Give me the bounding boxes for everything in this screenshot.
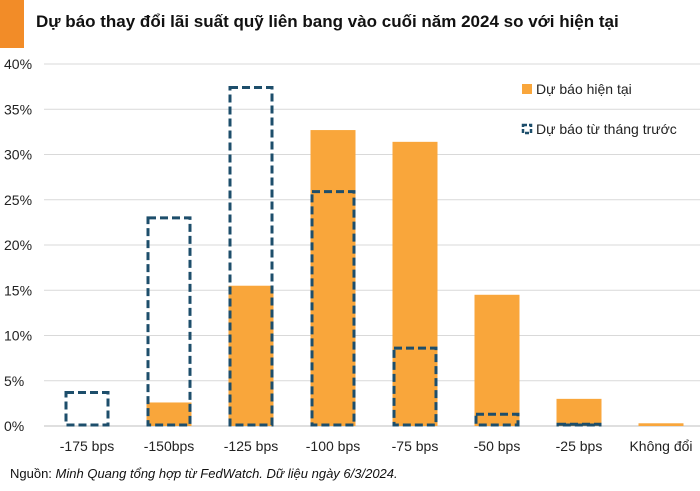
y-tick-label: 5% (4, 373, 24, 389)
legend-label-previous: Dự báo từ tháng trước (536, 121, 677, 137)
x-tick-label: -125 bps (224, 438, 278, 454)
bar-previous-forecast (146, 216, 192, 427)
bar-previous-forecast (310, 190, 356, 427)
y-tick-label: 35% (4, 101, 32, 117)
bar-previous-forecast (556, 422, 602, 427)
x-tick-label: Không đổi (629, 438, 692, 454)
x-tick-label: -50 bps (474, 438, 521, 454)
chart-title: Dự báo thay đổi lãi suất quỹ liên bang v… (36, 12, 619, 31)
bar-chart: 0% 5% 10% 15% 20% 25% 30% 35% 40% -175 bps -150bp… (4, 56, 700, 454)
legend-swatch-previous (521, 123, 533, 135)
y-tick-labels: 0% 5% 10% 15% 20% 25% 30% 35% 40% (4, 56, 32, 434)
x-tick-label: -100 bps (306, 438, 360, 454)
x-tick-label: -25 bps (556, 438, 603, 454)
source-note: Nguồn: Minh Quang tổng hợp từ FedWatch. … (10, 466, 398, 481)
bar-current-forecast (392, 141, 438, 426)
y-tick-label: 30% (4, 147, 32, 163)
x-tick-labels: -175 bps -150bps -125 bps -100 bps -75 bps -5… (60, 438, 693, 454)
y-tick-label: 0% (4, 418, 24, 434)
current-forecast-bars (146, 130, 684, 426)
source-label: Nguồn: (10, 466, 56, 481)
legend-swatch-current (522, 84, 532, 94)
x-tick-label: -75 bps (392, 438, 439, 454)
bar-current-forecast (146, 402, 192, 426)
source-text: Minh Quang tổng hợp từ FedWatch. Dữ liệu… (55, 466, 398, 481)
bar-previous-forecast (474, 412, 520, 427)
bar-previous-forecast (64, 391, 110, 427)
bar-current-forecast (556, 398, 602, 426)
legend-label-current: Dự báo hiện tại (536, 81, 632, 97)
legend: Dự báo hiện tại Dự báo từ tháng trước (521, 81, 677, 137)
bar-current-forecast (310, 130, 356, 426)
y-tick-label: 40% (4, 56, 32, 72)
grid-lines (44, 63, 700, 427)
x-tick-label: -150bps (144, 438, 195, 454)
title-accent-bar (0, 0, 24, 48)
y-tick-label: 20% (4, 237, 32, 253)
y-tick-label: 25% (4, 192, 32, 208)
y-tick-label: 15% (4, 282, 32, 298)
y-tick-label: 10% (4, 328, 32, 344)
bar-previous-forecast (392, 346, 438, 427)
bar-previous-forecast (228, 86, 274, 427)
bar-current-forecast (638, 423, 684, 426)
bar-current-forecast (474, 294, 520, 426)
x-tick-label: -175 bps (60, 438, 114, 454)
bar-current-forecast (228, 285, 274, 426)
previous-forecast-bars (64, 86, 602, 427)
